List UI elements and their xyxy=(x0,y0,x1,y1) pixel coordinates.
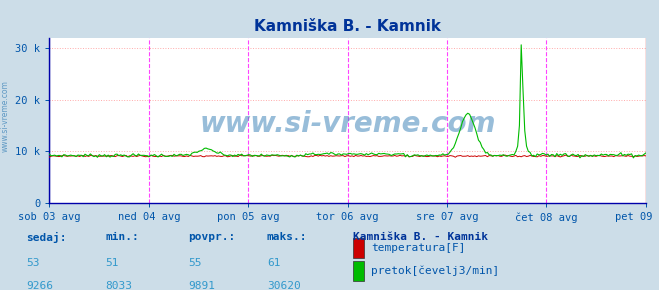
Text: sedaj:: sedaj: xyxy=(26,232,67,243)
Text: 30620: 30620 xyxy=(267,281,301,290)
Text: 51: 51 xyxy=(105,258,119,268)
Text: www.si-vreme.com: www.si-vreme.com xyxy=(1,80,10,152)
Text: 8033: 8033 xyxy=(105,281,132,290)
Text: 55: 55 xyxy=(188,258,201,268)
Text: 9266: 9266 xyxy=(26,281,53,290)
Text: min.:: min.: xyxy=(105,232,139,242)
Text: maks.:: maks.: xyxy=(267,232,307,242)
Text: 9891: 9891 xyxy=(188,281,215,290)
Text: Kamniška B. - Kamnik: Kamniška B. - Kamnik xyxy=(353,232,488,242)
Text: povpr.:: povpr.: xyxy=(188,232,235,242)
Text: temperatura[F]: temperatura[F] xyxy=(371,243,465,253)
Text: 61: 61 xyxy=(267,258,280,268)
Text: 53: 53 xyxy=(26,258,40,268)
Title: Kamniška B. - Kamnik: Kamniška B. - Kamnik xyxy=(254,19,441,34)
Text: www.si-vreme.com: www.si-vreme.com xyxy=(200,110,496,138)
Text: pretok[čevelj3/min]: pretok[čevelj3/min] xyxy=(371,266,500,276)
